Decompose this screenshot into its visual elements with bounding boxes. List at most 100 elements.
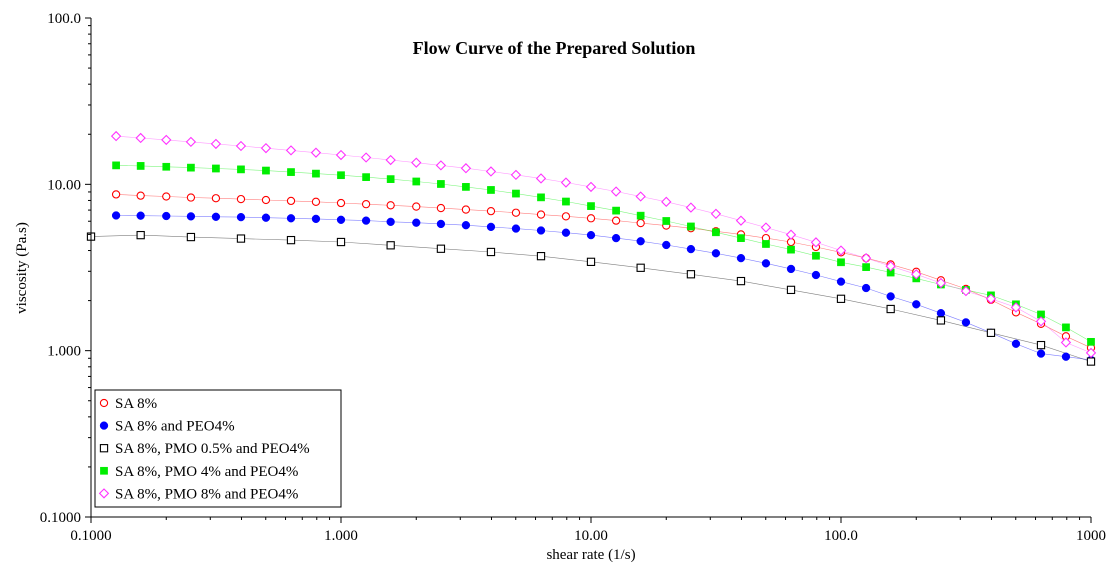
data-point <box>661 196 672 207</box>
data-point <box>537 193 545 202</box>
data-point <box>412 202 421 211</box>
data-point <box>411 157 422 168</box>
data-point <box>737 234 745 242</box>
data-point <box>361 200 371 209</box>
data-point <box>386 241 395 250</box>
data-point <box>662 217 671 225</box>
data-point <box>162 211 171 221</box>
data-point <box>1087 337 1095 346</box>
data-point <box>236 212 246 222</box>
data-point <box>610 186 622 197</box>
data-point <box>1010 302 1022 313</box>
data-point <box>311 197 321 206</box>
data-point <box>136 191 145 200</box>
legend-entry-label: SA 8%, PMO 0.5% and PEO4% <box>115 441 310 457</box>
data-point <box>286 214 296 223</box>
data-point <box>710 208 722 219</box>
data-point <box>361 216 371 225</box>
series-4-line <box>116 165 1092 343</box>
series-markers <box>86 130 1097 366</box>
data-point <box>1035 316 1047 327</box>
series-5-line <box>116 135 1092 354</box>
data-point <box>961 318 971 327</box>
data-point <box>312 169 320 178</box>
data-point <box>236 194 246 204</box>
data-point <box>436 219 446 229</box>
data-point <box>836 277 846 286</box>
data-point <box>1011 339 1021 348</box>
data-point <box>586 230 596 240</box>
x-tick-label: 100.0 <box>824 528 858 544</box>
data-point <box>511 224 521 233</box>
data-point <box>386 175 395 183</box>
data-point <box>835 245 847 256</box>
data-point <box>911 269 922 280</box>
series-5-points <box>110 130 1097 359</box>
data-point <box>487 186 495 194</box>
data-point <box>886 304 895 314</box>
legend-marker <box>99 421 109 430</box>
data-point <box>935 277 947 289</box>
data-point <box>287 168 295 176</box>
data-point <box>762 240 770 248</box>
data-point <box>1060 337 1072 348</box>
data-point <box>437 180 445 188</box>
data-point <box>385 154 396 166</box>
data-point <box>285 145 297 156</box>
data-point <box>561 212 571 221</box>
data-point <box>237 165 245 174</box>
y-tick-label: 100.0 <box>47 11 81 27</box>
data-point <box>186 232 196 242</box>
data-point <box>462 183 470 191</box>
data-point <box>536 252 546 261</box>
data-point <box>186 212 196 221</box>
data-point <box>186 193 196 202</box>
data-point <box>786 285 796 295</box>
data-point <box>686 270 696 279</box>
data-point <box>885 261 896 272</box>
data-point <box>136 211 145 220</box>
series-2-points <box>111 211 1096 365</box>
data-point <box>511 208 521 217</box>
data-point <box>436 203 446 213</box>
x-tick-label: 0.1000 <box>70 528 111 544</box>
y-axis-label: viscosity (Pa.s) <box>14 222 30 314</box>
data-point <box>636 237 645 246</box>
x-tick-label: 1.000 <box>324 528 358 544</box>
data-point <box>635 191 646 202</box>
data-point <box>561 228 571 237</box>
data-point <box>535 173 547 184</box>
data-point <box>1061 352 1071 361</box>
data-point <box>360 152 372 163</box>
data-point <box>1086 357 1096 366</box>
data-point <box>262 166 270 175</box>
data-point <box>510 169 522 181</box>
data-point <box>611 216 621 225</box>
data-point <box>212 164 220 173</box>
data-point <box>112 161 120 170</box>
data-point <box>136 162 145 170</box>
data-point <box>736 276 746 286</box>
data-point <box>336 215 346 224</box>
data-point <box>735 215 747 226</box>
data-point <box>310 147 322 158</box>
legend-marker <box>100 466 108 475</box>
data-point <box>412 218 421 227</box>
data-point <box>386 201 395 210</box>
series-3-line <box>90 234 1092 362</box>
data-point <box>461 205 471 214</box>
data-point <box>636 218 645 228</box>
data-point <box>886 292 895 301</box>
legend-box <box>94 389 342 508</box>
data-point <box>260 142 272 154</box>
data-point <box>585 181 597 193</box>
series-3-points <box>86 230 1096 366</box>
series-1-line <box>116 194 1092 349</box>
data-point <box>936 316 946 325</box>
data-point <box>586 214 596 223</box>
data-point <box>712 228 720 237</box>
data-point <box>486 247 496 257</box>
data-point <box>162 162 171 171</box>
data-point <box>412 177 421 186</box>
data-point <box>836 294 846 303</box>
